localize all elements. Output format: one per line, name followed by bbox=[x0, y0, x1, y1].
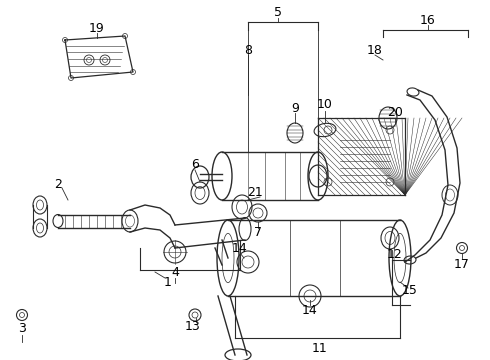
Text: 13: 13 bbox=[185, 320, 201, 333]
Text: 11: 11 bbox=[312, 342, 328, 355]
Text: 14: 14 bbox=[302, 303, 318, 316]
Text: 18: 18 bbox=[367, 44, 383, 57]
Text: 1: 1 bbox=[164, 275, 172, 288]
Text: 16: 16 bbox=[420, 13, 436, 27]
Text: 6: 6 bbox=[191, 158, 199, 171]
Text: 12: 12 bbox=[387, 248, 403, 261]
Text: 8: 8 bbox=[244, 44, 252, 57]
Text: 14: 14 bbox=[232, 242, 248, 255]
Text: 7: 7 bbox=[254, 226, 262, 239]
Text: 17: 17 bbox=[454, 258, 470, 271]
Text: 5: 5 bbox=[274, 6, 282, 19]
Text: 19: 19 bbox=[89, 22, 105, 35]
Text: 9: 9 bbox=[291, 102, 299, 114]
Text: 21: 21 bbox=[247, 186, 263, 199]
Text: 4: 4 bbox=[171, 266, 179, 279]
Text: 3: 3 bbox=[18, 321, 26, 334]
Text: 10: 10 bbox=[317, 99, 333, 112]
Text: 20: 20 bbox=[387, 105, 403, 118]
Text: 15: 15 bbox=[402, 284, 418, 297]
Text: 2: 2 bbox=[54, 179, 62, 192]
